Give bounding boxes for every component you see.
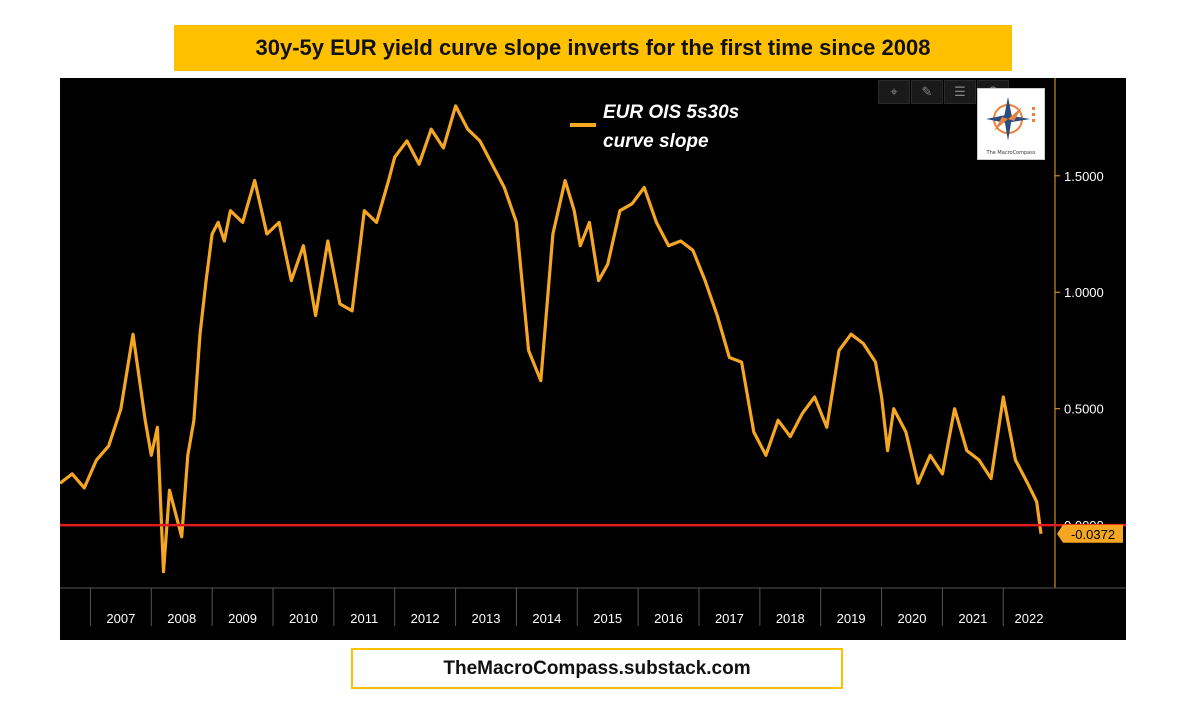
series-layer (60, 104, 1126, 574)
x-tick-label: 2009 (228, 611, 257, 626)
chart-panel (60, 78, 1126, 640)
x-tick-label: 2016 (654, 611, 683, 626)
x-tick-label: 2011 (350, 611, 378, 626)
crosshair-icon[interactable]: ⌖ (878, 80, 910, 104)
y-tick-label: 0.5000 (1064, 402, 1104, 417)
x-tick-label: 2018 (776, 611, 805, 626)
x-tick-label: 2013 (472, 611, 501, 626)
legend-swatch (570, 123, 596, 127)
pen-icon[interactable]: ✎ (911, 80, 943, 104)
y-tick-label: 1.5000 (1064, 169, 1104, 184)
x-tick-label: 2022 (1015, 611, 1044, 626)
x-tick-label: 2020 (898, 611, 927, 626)
legend-label: EUR OIS 5s30s (603, 102, 739, 123)
list-icon[interactable]: ☰ (944, 80, 976, 104)
axes-layer: 2007 2008 2009 2010 2011 2012 2013 2014 2015 2016… (60, 78, 1126, 626)
last-value-tag (1057, 524, 1123, 543)
y-tick-label: 1.0000 (1064, 285, 1104, 300)
series-line (60, 104, 1043, 574)
logo-text: The MacroCompass (986, 150, 1036, 156)
x-tick-label: 2014 (532, 611, 561, 626)
compass-icon (986, 97, 1035, 141)
x-tick-label: 2015 (593, 611, 622, 626)
label-layer: -0.0372 EUR OIS 5s30s curve slope (570, 102, 1123, 543)
x-tick-label: 2021 (958, 611, 987, 626)
legend-label: curve slope (603, 131, 709, 152)
last-value-label: -0.0372 (1071, 527, 1115, 542)
footer-url[interactable]: TheMacroCompass.substack.com (351, 648, 843, 689)
chart-title: 30y-5y EUR yield curve slope inverts for… (174, 25, 1012, 71)
x-tick-label: 2010 (289, 611, 318, 626)
x-tick-label: 2019 (837, 611, 866, 626)
chart-svg: 2007 2008 2009 2010 2011 2012 2013 2014 2015 2016… (60, 78, 1126, 626)
x-tick-label: 2017 (715, 611, 744, 626)
x-tick-label: 2012 (411, 611, 440, 626)
x-tick-label: 2008 (167, 611, 196, 626)
macrocompass-logo: The MacroCompass (977, 88, 1045, 160)
x-tick-label: 2007 (106, 611, 135, 626)
